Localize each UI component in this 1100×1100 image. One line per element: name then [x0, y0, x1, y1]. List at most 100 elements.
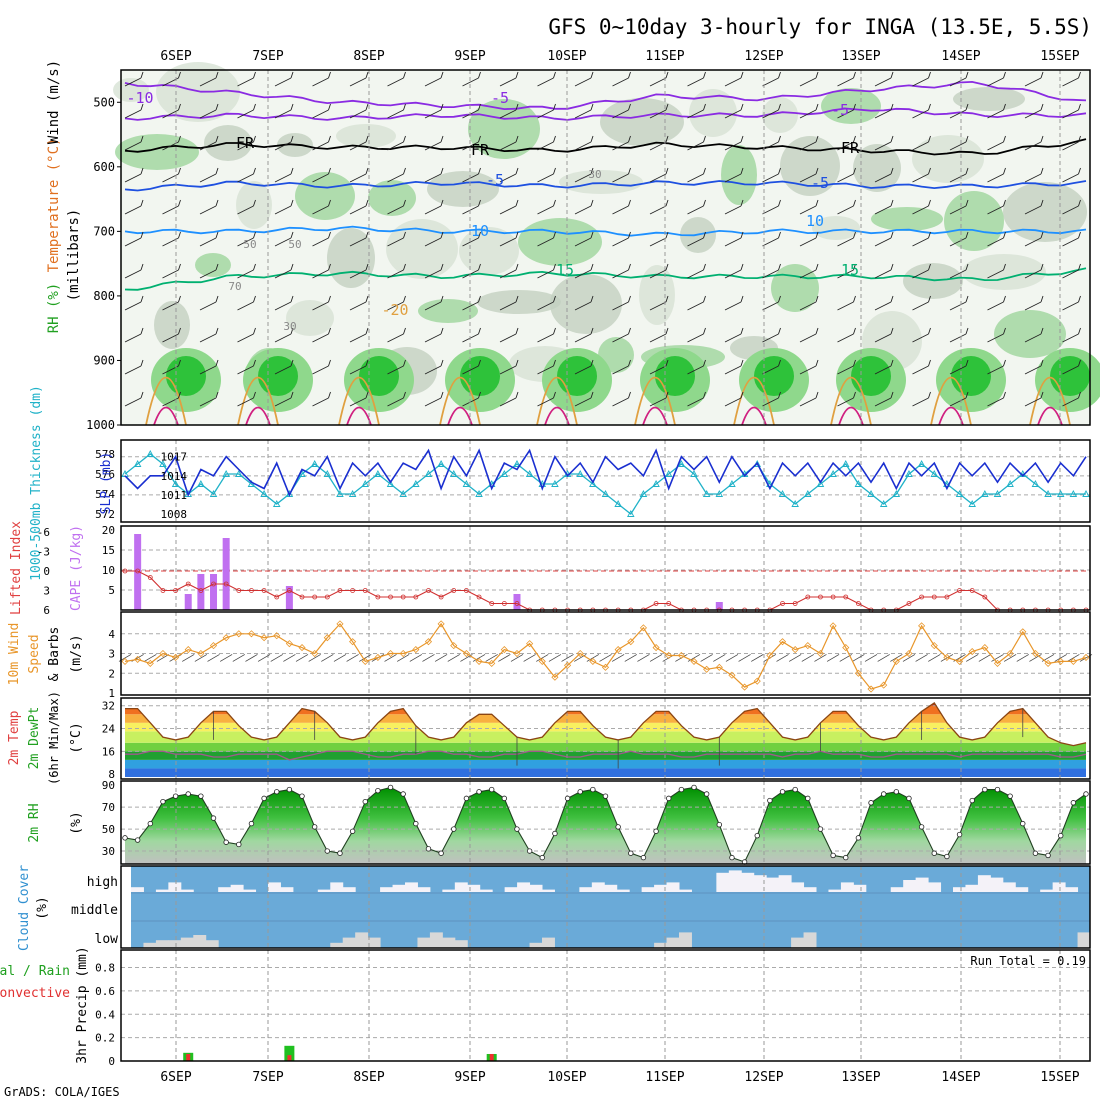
wind-speed-point	[146, 659, 154, 667]
wind-barb-flag	[740, 391, 744, 399]
cape-bar	[134, 534, 142, 610]
rh-patch	[689, 89, 737, 137]
surface-wind-barb	[156, 654, 170, 662]
wind-speed-point	[349, 638, 357, 646]
wind-barb	[1062, 173, 1079, 183]
high-cloud-gap	[903, 880, 917, 892]
wind-barb	[462, 77, 479, 87]
rh-patch	[821, 88, 881, 124]
wind-barb-flag	[403, 327, 406, 335]
isotherm-line	[124, 80, 1087, 111]
temp-band	[125, 742, 1086, 752]
wind-barb	[762, 237, 779, 247]
rh-point	[880, 791, 887, 797]
day-label-top: 6SEP	[160, 49, 191, 64]
high-cloud-gap	[654, 884, 668, 892]
wind-speed-point	[361, 657, 369, 665]
wind-barb	[124, 333, 142, 343]
wind-barb	[1062, 205, 1079, 215]
rh-point	[248, 820, 255, 827]
cloud-background	[131, 866, 1090, 948]
high-cloud-gap	[517, 882, 531, 892]
wind-speed-point	[500, 645, 508, 654]
wind-barb-flag	[140, 359, 144, 367]
wind-barb	[274, 237, 292, 247]
wind-barb-flag	[1003, 71, 1006, 79]
ylabel-part: Total / Rain	[0, 964, 70, 979]
wind-barb-flag	[815, 71, 819, 79]
rh-point	[337, 850, 343, 856]
rh-point	[160, 798, 166, 805]
precip-convective-bar	[489, 1053, 494, 1061]
rh-point	[324, 848, 331, 854]
thickness-point	[841, 460, 850, 467]
thickness-point	[1006, 480, 1014, 487]
wind-barb-flag	[628, 71, 631, 79]
wind-barb-flag	[965, 263, 969, 271]
high-cloud-gap	[953, 887, 966, 892]
day-label-top: 15SEP	[1040, 49, 1079, 64]
wind-barb	[274, 205, 292, 215]
ylabel-left: 1000-500mb Thickness (dm)	[29, 385, 44, 581]
isotherm-25-arc	[346, 406, 372, 426]
wind-barb-flag	[853, 103, 856, 111]
li-point	[286, 588, 292, 593]
ylabel-part: Wind (m/s)	[46, 60, 62, 144]
y-tick-label: 8	[108, 768, 115, 781]
surface-wind-barb	[751, 654, 764, 662]
surface-wind-barb	[270, 654, 283, 662]
isotherm-25-arc	[447, 406, 473, 426]
wind-barb-flag	[365, 391, 369, 399]
wind-barb-flag	[140, 103, 144, 111]
wind-barb-flag	[740, 71, 744, 79]
wind-barb	[724, 109, 742, 119]
high-cloud-gap	[243, 889, 257, 892]
wind-speed-point	[1057, 657, 1065, 665]
wind-barb-flag	[328, 359, 331, 367]
footer-credit: GrADS: COLA/IGES	[4, 1085, 120, 1099]
high-cloud-gap	[230, 884, 244, 892]
wind-barb	[349, 141, 367, 151]
wind-barb-flag	[853, 359, 856, 367]
rh-patch	[962, 254, 1046, 290]
wind-barb-flag	[440, 327, 444, 335]
high-cloud-gap	[928, 882, 942, 892]
wind-barb	[762, 397, 779, 407]
wind-barb-flag	[440, 135, 444, 143]
wind-barb	[574, 237, 592, 247]
li-point	[780, 601, 785, 606]
wind-barb	[537, 109, 554, 119]
wind-barb-flag	[140, 391, 144, 399]
wind-barb-flag	[440, 391, 444, 399]
wind-barb-flag	[553, 263, 556, 271]
rh-point	[678, 786, 685, 793]
panel-slp-thickness: 572 574 576 578 1008 1011 1014 1017 1000-500mb T…	[29, 385, 1091, 581]
rh-point	[185, 791, 191, 797]
wind-barb	[312, 173, 329, 183]
wind-barb-flag	[740, 359, 744, 367]
wind-barb	[1024, 77, 1042, 87]
high-cloud-gap	[1040, 889, 1054, 892]
rh-patch	[953, 87, 1025, 111]
wind-barb-flag	[1078, 199, 1081, 207]
wind-barb	[949, 397, 967, 407]
thickness-point	[336, 490, 344, 497]
wind-barb	[574, 173, 592, 183]
wind-barb-flag	[815, 167, 819, 175]
wind-barb	[349, 109, 367, 119]
rh-point	[274, 789, 280, 795]
wind-barb-flag	[890, 231, 894, 239]
surface-wind-barb	[295, 654, 309, 662]
wind-barb	[762, 141, 779, 151]
wind-barb	[762, 109, 779, 119]
wind-barb	[462, 141, 479, 151]
wind-barb	[424, 205, 442, 215]
wind-speed-point	[753, 677, 761, 685]
rh-point	[1032, 850, 1039, 856]
wind-barb	[349, 237, 367, 247]
panel-frame	[120, 697, 1091, 780]
wind-barb	[687, 301, 704, 311]
wind-barb-flag	[815, 231, 819, 239]
y-tick-label: 30	[102, 845, 115, 858]
thickness-point	[715, 490, 724, 497]
